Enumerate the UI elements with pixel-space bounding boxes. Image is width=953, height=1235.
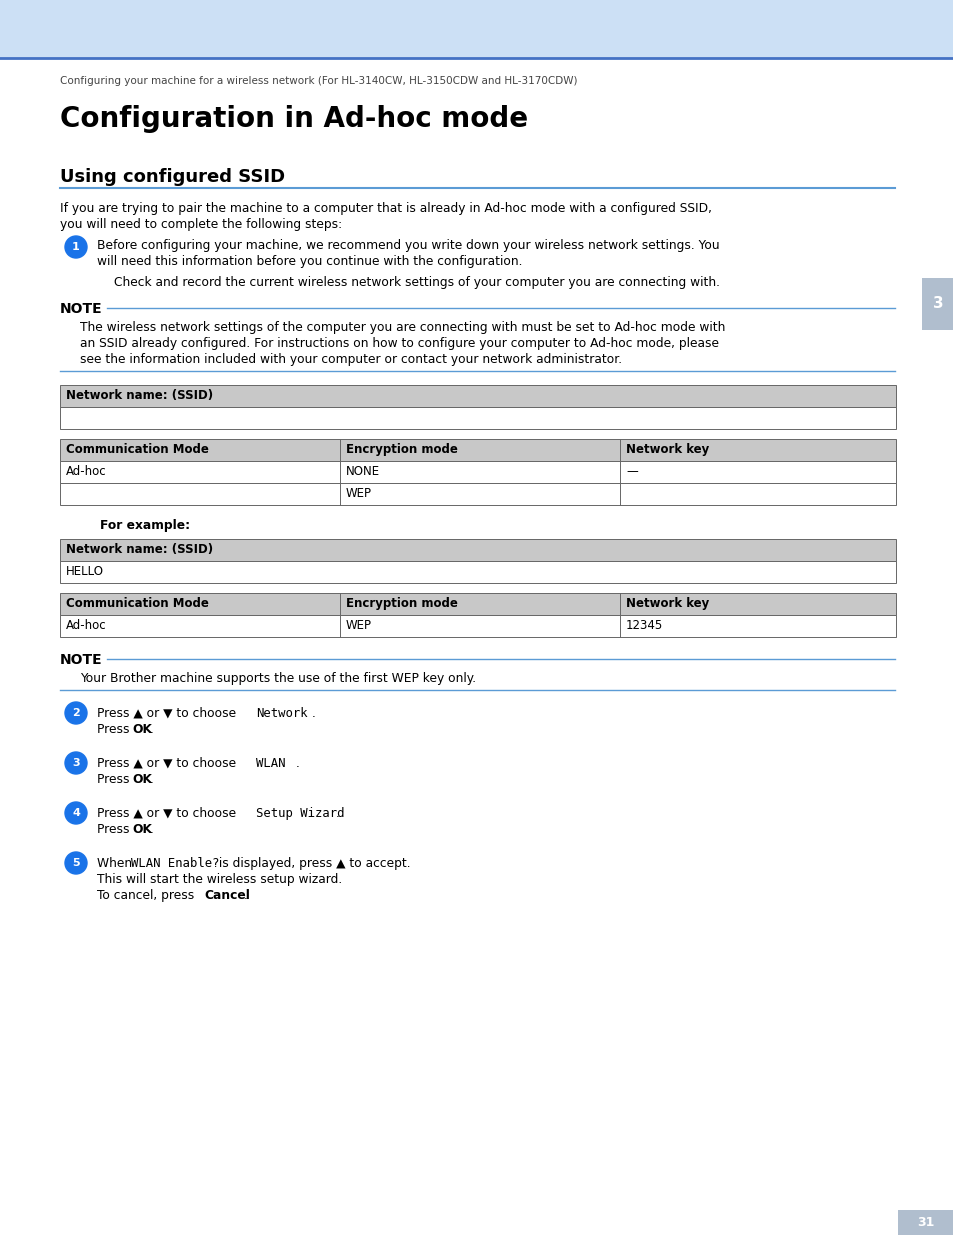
Text: NOTE: NOTE (60, 303, 103, 316)
Circle shape (65, 802, 87, 824)
Text: will need this information before you continue with the configuration.: will need this information before you co… (97, 254, 522, 268)
Bar (60, 593, 895, 615)
Text: WLAN: WLAN (255, 757, 285, 769)
Text: When: When (97, 857, 136, 869)
Text: HELLO: HELLO (66, 564, 104, 578)
Circle shape (65, 752, 87, 774)
Text: 31: 31 (917, 1215, 934, 1229)
Bar (0, 0, 953, 58)
Text: Using configured SSID: Using configured SSID (60, 168, 285, 186)
Text: Your Brother machine supports the use of the first WEP key only.: Your Brother machine supports the use of… (80, 672, 476, 685)
Text: Communication Mode: Communication Mode (66, 597, 209, 610)
Text: Cancel: Cancel (204, 889, 250, 902)
Text: To cancel, press: To cancel, press (97, 889, 198, 902)
Bar (60, 408, 895, 429)
Text: .: . (295, 757, 299, 769)
Bar (60, 615, 895, 637)
Text: NOTE: NOTE (60, 653, 103, 667)
Text: .: . (335, 806, 339, 820)
Circle shape (65, 701, 87, 724)
Text: Press ▲ or ▼ to choose: Press ▲ or ▼ to choose (97, 706, 240, 720)
Text: 12345: 12345 (625, 619, 662, 632)
Text: Network key: Network key (625, 597, 708, 610)
Text: is displayed, press ▲ to accept.: is displayed, press ▲ to accept. (214, 857, 410, 869)
Text: Encryption mode: Encryption mode (346, 443, 457, 456)
Text: see the information included with your computer or contact your network administ: see the information included with your c… (80, 353, 621, 366)
Bar (897, 1210, 953, 1235)
Text: Press: Press (97, 823, 133, 836)
Text: Communication Mode: Communication Mode (66, 443, 209, 456)
Text: 4: 4 (72, 808, 80, 818)
Text: 2: 2 (72, 708, 80, 718)
Text: For example:: For example: (100, 519, 190, 532)
Text: 3: 3 (72, 758, 80, 768)
Text: OK: OK (132, 722, 152, 736)
Text: Network: Network (255, 706, 307, 720)
Bar (60, 438, 895, 461)
Text: Encryption mode: Encryption mode (346, 597, 457, 610)
Text: 5: 5 (72, 858, 80, 868)
Text: If you are trying to pair the machine to a computer that is already in Ad-hoc mo: If you are trying to pair the machine to… (60, 203, 711, 215)
Text: WEP: WEP (346, 487, 372, 500)
Text: WLAN Enable?: WLAN Enable? (131, 857, 219, 869)
Bar (60, 483, 895, 505)
Text: Network name: (SSID): Network name: (SSID) (66, 543, 213, 556)
Text: .: . (150, 823, 153, 836)
Text: an SSID already configured. For instructions on how to configure your computer t: an SSID already configured. For instruct… (80, 337, 719, 350)
Text: WEP: WEP (346, 619, 372, 632)
Text: Configuring your machine for a wireless network (For HL-3140CW, HL-3150CDW and H: Configuring your machine for a wireless … (60, 77, 577, 86)
Text: Ad-hoc: Ad-hoc (66, 619, 107, 632)
Text: NONE: NONE (346, 466, 379, 478)
Text: OK: OK (132, 823, 152, 836)
Bar (60, 538, 895, 561)
Circle shape (65, 236, 87, 258)
Text: .: . (150, 773, 153, 785)
Text: .: . (312, 706, 315, 720)
Text: Network name: (SSID): Network name: (SSID) (66, 389, 213, 403)
Text: Setup Wizard: Setup Wizard (255, 806, 344, 820)
Text: .: . (244, 889, 248, 902)
Text: Check and record the current wireless network settings of your computer you are : Check and record the current wireless ne… (113, 275, 720, 289)
Circle shape (65, 852, 87, 874)
Text: Press: Press (97, 722, 133, 736)
Text: —: — (625, 466, 638, 478)
Text: The wireless network settings of the computer you are connecting with must be se: The wireless network settings of the com… (80, 321, 724, 333)
Text: you will need to complete the following steps:: you will need to complete the following … (60, 219, 342, 231)
Text: Network key: Network key (625, 443, 708, 456)
Bar (60, 385, 895, 408)
Text: 3: 3 (932, 296, 943, 311)
Text: Press: Press (97, 773, 133, 785)
Bar (60, 561, 895, 583)
Text: Before configuring your machine, we recommend you write down your wireless netwo: Before configuring your machine, we reco… (97, 240, 719, 252)
Text: Press ▲ or ▼ to choose: Press ▲ or ▼ to choose (97, 806, 240, 820)
Text: Ad-hoc: Ad-hoc (66, 466, 107, 478)
Text: Press ▲ or ▼ to choose: Press ▲ or ▼ to choose (97, 757, 240, 769)
Bar (921, 278, 953, 330)
Text: Configuration in Ad-hoc mode: Configuration in Ad-hoc mode (60, 105, 528, 133)
Bar (60, 461, 895, 483)
Text: 1: 1 (72, 242, 80, 252)
Text: OK: OK (132, 773, 152, 785)
Text: .: . (150, 722, 153, 736)
Text: This will start the wireless setup wizard.: This will start the wireless setup wizar… (97, 873, 342, 885)
